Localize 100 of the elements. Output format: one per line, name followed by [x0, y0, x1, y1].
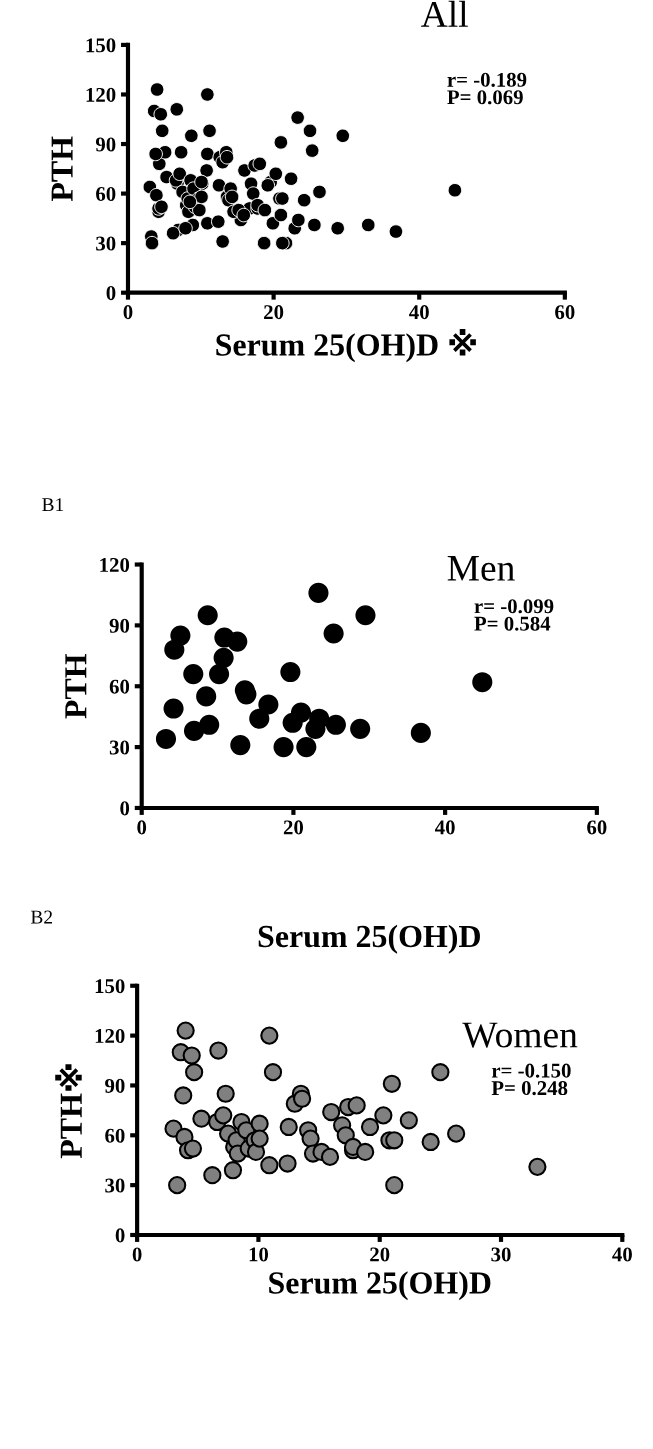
x-tick-label: 30: [491, 1247, 511, 1262]
point: [279, 1117, 298, 1137]
point: [374, 1106, 393, 1125]
y-axis-title: PTH※: [55, 1064, 82, 1159]
point: [472, 672, 493, 693]
point: [183, 1139, 203, 1158]
chart-title: Men: [447, 555, 515, 581]
y-tick-label: 0: [120, 801, 130, 816]
y-axis-title: PTH: [51, 136, 73, 202]
y-tick-label: 120: [86, 87, 116, 102]
point: [356, 1142, 375, 1162]
point: [203, 1166, 222, 1185]
point: [213, 647, 234, 668]
annotation: r= -0.150 P= 0.248: [491, 1063, 571, 1096]
point: [273, 737, 294, 758]
point: [227, 631, 248, 652]
point: [199, 714, 220, 735]
point: [216, 1084, 235, 1103]
point: [250, 1129, 269, 1148]
x-tick-label: 20: [283, 820, 304, 835]
point: [209, 664, 230, 685]
x-tick-label: 40: [612, 1247, 632, 1262]
x-tick-label: 60: [587, 820, 607, 835]
point: [308, 582, 329, 603]
y-tick-label: 60: [105, 1128, 125, 1143]
point: [385, 1176, 404, 1195]
x-tick-label: 0: [137, 820, 147, 835]
x-axis-title: Serum 25(OH)D: [258, 924, 480, 954]
point: [410, 722, 431, 743]
text: Women: [462, 1022, 578, 1048]
y-tick-label: 30: [96, 236, 116, 251]
point: [196, 686, 217, 707]
point: [168, 1176, 187, 1195]
y-tick-label: 120: [100, 557, 130, 572]
point: [250, 1114, 269, 1133]
point: [292, 1089, 312, 1108]
x-tick-label: 40: [409, 305, 429, 320]
point: [290, 702, 312, 723]
point: [263, 1063, 283, 1082]
y-tick-label: 60: [96, 186, 116, 202]
point: [320, 1147, 340, 1166]
x-tick-label: 20: [370, 1247, 390, 1262]
point: [355, 605, 376, 626]
point: [399, 1111, 418, 1130]
point: [347, 1096, 366, 1115]
y-tick-label: 90: [109, 618, 130, 633]
x-tick-label: 40: [435, 820, 455, 835]
chart-subtitle: B2: [30, 910, 53, 924]
y-tick-label: 150: [86, 38, 116, 53]
point: [223, 1161, 243, 1180]
y-tick-label: 90: [95, 137, 116, 152]
point: [214, 1106, 233, 1125]
point: [301, 1129, 320, 1148]
annotation: r= -0.099 P= 0.584: [474, 599, 554, 631]
point: [447, 1124, 466, 1143]
x-tick-label: 10: [249, 1247, 269, 1262]
point: [258, 694, 279, 715]
x-tick-label: 0: [132, 1247, 142, 1262]
point: [163, 698, 184, 719]
point: [260, 1026, 279, 1045]
point: [322, 1102, 341, 1122]
y-tick-label: 150: [95, 979, 125, 994]
point: [350, 718, 371, 739]
chart-title: All: [421, 0, 468, 27]
point: [296, 737, 317, 758]
y-tick-label: 60: [109, 679, 130, 694]
point: [385, 1131, 404, 1150]
point: [260, 1156, 279, 1175]
y-tick-label: 30: [109, 740, 130, 755]
point: [249, 708, 270, 729]
point: [280, 661, 301, 683]
point: [309, 708, 330, 729]
point: [382, 1074, 401, 1093]
point: [323, 623, 344, 644]
y-axis-title: PTH: [65, 653, 87, 719]
x-axis-title: Serum 25(OH)D ※: [216, 328, 476, 363]
y-tick-label: 90: [105, 1078, 125, 1093]
y-tick-label: 0: [115, 1228, 125, 1243]
x-tick-label: 20: [264, 305, 284, 320]
point: [197, 605, 218, 626]
point: [528, 1157, 547, 1176]
point: [421, 1132, 440, 1152]
point: [182, 1046, 201, 1065]
y-tick-label: 30: [105, 1178, 125, 1193]
point: [155, 728, 177, 750]
point: [325, 714, 346, 735]
chart-subtitle: B1: [42, 498, 64, 512]
x-tick-label: 60: [555, 305, 575, 320]
point: [183, 664, 204, 685]
y-tick-label: 120: [95, 1028, 125, 1044]
point: [170, 625, 191, 646]
x-axis-title: Serum 25(OH)D: [269, 1271, 491, 1301]
annotation: r= -0.189 P= 0.069: [447, 72, 527, 105]
point: [278, 1154, 297, 1173]
point: [230, 735, 251, 756]
point: [360, 1117, 380, 1137]
point: [192, 1109, 211, 1128]
point: [174, 1086, 193, 1105]
point: [209, 1041, 228, 1060]
point: [176, 1021, 195, 1040]
